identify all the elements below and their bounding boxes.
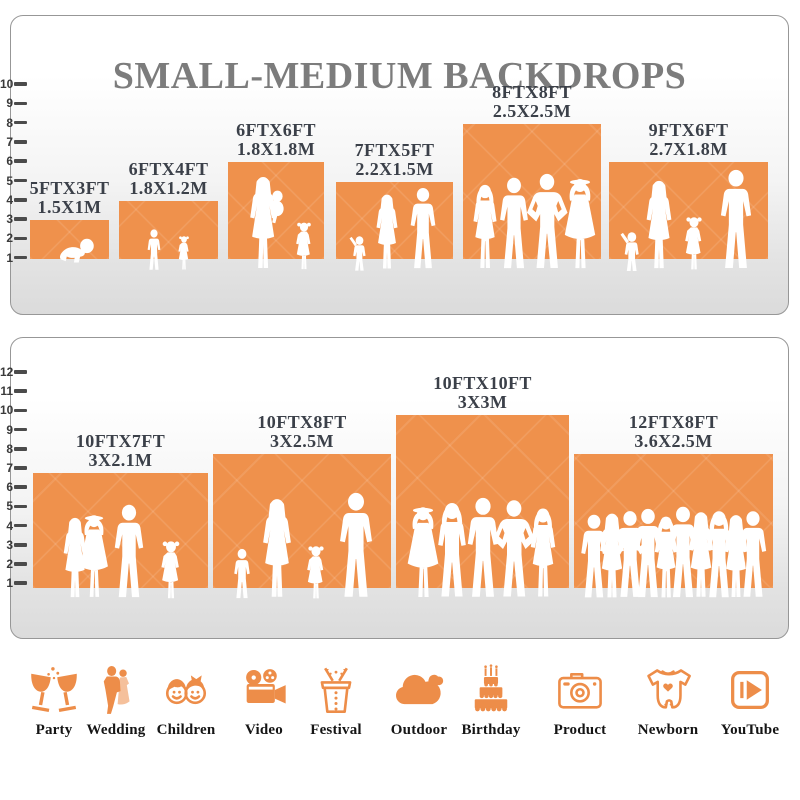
backdrop-5ftx3ft: 5FTX3FT 1.5X1M (30, 179, 109, 263)
backdrop-size-label: 6FTX4FT 1.8X1.2M (129, 160, 209, 198)
size-label-ft: 9FTX6FT (648, 120, 729, 140)
festival-icon (320, 667, 352, 713)
size-label-m: 3X2.1M (88, 450, 153, 470)
person-silhouette (59, 238, 94, 263)
category-label: Video (245, 722, 283, 738)
backdrop-size-label: 6FTX6FT 1.8X1.8M (236, 121, 316, 159)
backdrop-size-label: 12FTX8FT 3.6X2.5M (629, 413, 718, 451)
category-wedding: Wedding (64, 664, 168, 739)
backdrop-size-label: 7FTX5FT 2.2X1.5M (355, 141, 435, 179)
backdrop-12ftx8ft: 12FTX8FT 3.6X2.5M (574, 413, 773, 598)
size-label-ft: 10FTX8FT (257, 412, 347, 432)
panel-bottom: 10FTX7FT 3X2.1M 10FTX8FT 3X2.5M 10FTX10FT 3X3… (10, 337, 789, 639)
size-label-ft: 6FTX4FT (128, 159, 209, 179)
size-label-m: 2.2X1.5M (355, 159, 434, 179)
person-silhouette (307, 546, 324, 599)
page-title: SMALL-MEDIUM BACKDROPS (112, 55, 687, 98)
category-video: Video (212, 664, 316, 739)
category-product: Product (528, 664, 632, 739)
product-icon (558, 672, 602, 709)
size-label-ft: 6FTX6FT (236, 120, 316, 140)
backdrop-6ftx4ft: 6FTX4FT 1.8X1.2M (119, 160, 218, 270)
size-label-m: 1.8X1.2M (129, 178, 208, 198)
person-silhouette (410, 188, 435, 269)
category-newborn: Newborn (616, 664, 720, 739)
size-label-m: 3.6X2.5M (634, 431, 713, 451)
children-icon (165, 674, 207, 705)
person-silhouette (349, 236, 366, 271)
person-silhouette (564, 179, 596, 269)
person-silhouette (263, 499, 291, 597)
person-silhouette (114, 504, 143, 598)
size-label-ft: 10FTX7FT (75, 431, 166, 451)
category-festival: Festival (284, 664, 388, 739)
size-label-m: 2.5X2.5M (492, 101, 572, 121)
size-label-m: 3X2.5M (270, 431, 334, 451)
outdoor-icon (395, 674, 444, 705)
backdrop-size-label: 10FTX8FT 3X2.5M (257, 413, 346, 451)
category-label: Wedding (86, 722, 146, 738)
size-label-ft: 8FTX8FT (492, 82, 572, 102)
backdrop-10ftx8ft: 10FTX8FT 3X2.5M (213, 413, 391, 599)
person-silhouette (147, 229, 160, 270)
youtube-icon (731, 671, 769, 709)
newborn-icon (647, 669, 691, 709)
size-label-ft: 10FTX10FT (433, 373, 532, 393)
backdrop-size-label: 8FTX8FT 2.5X2.5M (492, 83, 572, 121)
category-children: Children (134, 664, 238, 739)
size-label-ft: 5FTX3FT (29, 178, 110, 198)
person-silhouette (340, 492, 372, 597)
person-silhouette (177, 236, 189, 270)
person-silhouette (646, 180, 671, 269)
person-silhouette (234, 548, 250, 599)
birthday-icon (473, 664, 509, 713)
backdrop-7ftx5ft: 7FTX5FT 2.2X1.5M (336, 141, 453, 271)
category-label: Festival (310, 722, 362, 738)
size-label-m: 1.5X1M (37, 197, 102, 217)
video-icon (246, 669, 286, 704)
category-label: Product (553, 722, 607, 738)
category-label: YouTube (720, 722, 780, 738)
person-silhouette (720, 169, 751, 268)
category-party: Party (2, 664, 106, 739)
category-label: Party (35, 722, 73, 738)
category-label: Birthday (461, 722, 521, 738)
size-label-m: 2.7X1.8M (649, 139, 728, 159)
category-label: Newborn (637, 722, 699, 738)
category-youtube: YouTube (698, 664, 800, 739)
size-label-ft: 7FTX5FT (354, 140, 435, 160)
person-silhouette (296, 222, 311, 270)
backdrop-8ftx8ft: 8FTX8FT 2.5X2.5M (463, 83, 601, 269)
panel-top: SMALL-MEDIUM BACKDROPS 5FTX3FT 1.5X1M 6FTX… (10, 15, 789, 315)
person-silhouette (530, 508, 555, 597)
person-silhouette (160, 541, 179, 599)
category-label: Children (156, 722, 216, 738)
size-label-m: 1.8X1.8M (236, 139, 316, 159)
category-label: Outdoor (390, 722, 448, 738)
backdrop-size-label: 10FTX10FT 3X3M (433, 374, 532, 412)
person-silhouette (684, 217, 702, 270)
person-silhouette (620, 232, 639, 271)
size-label-m: 3X3M (457, 392, 508, 412)
person-silhouette (739, 511, 766, 597)
category-birthday: Birthday (439, 664, 543, 739)
backdrop-size-label: 5FTX3FT 1.5X1M (30, 179, 110, 217)
backdrop-10ftx7ft: 10FTX7FT 3X2.1M (33, 432, 208, 599)
category-outdoor: Outdoor (367, 664, 471, 739)
size-label-ft: 12FTX8FT (628, 412, 719, 432)
backdrop-6ftx6ft: 6FTX6FT 1.8X1.8M (228, 121, 324, 270)
person-silhouette (79, 515, 108, 597)
backdrop-size-label: 10FTX7FT 3X2.1M (76, 432, 165, 470)
backdrop-size-label: 9FTX6FT 2.7X1.8M (649, 121, 729, 159)
person-silhouette (376, 194, 397, 269)
backdrop-10ftx10ft: 10FTX10FT 3X3M (396, 374, 569, 597)
backdrop-9ftx6ft: 9FTX6FT 2.7X1.8M (609, 121, 768, 271)
person-silhouette (250, 176, 284, 268)
